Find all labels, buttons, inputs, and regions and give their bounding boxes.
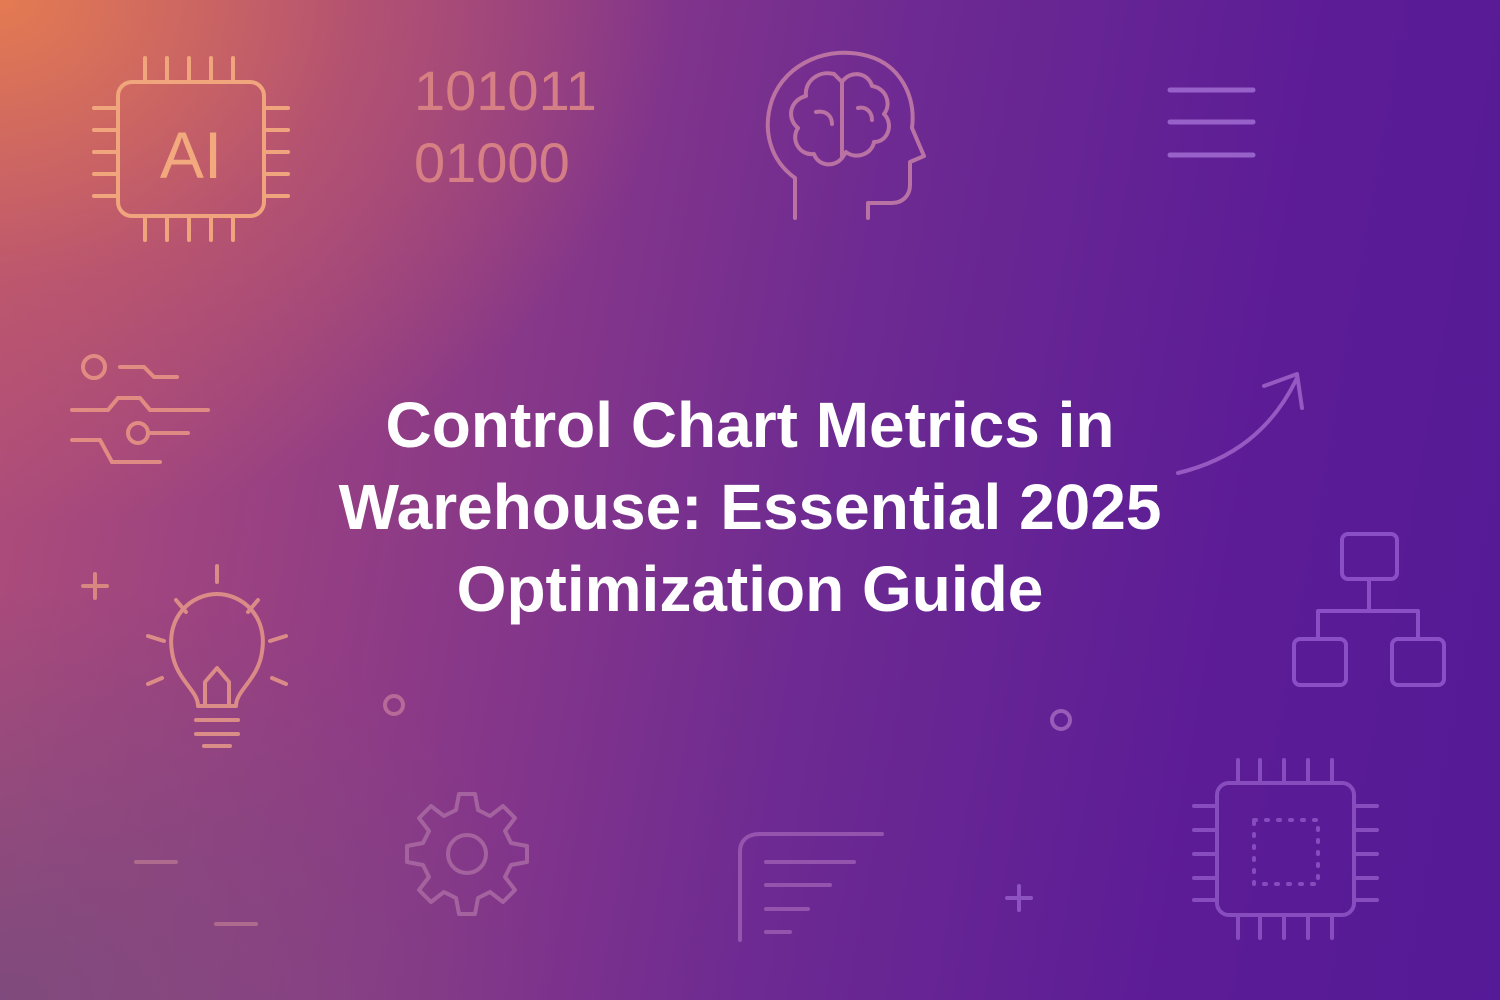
title-line-2: Warehouse: Essential 2025 — [338, 471, 1162, 543]
menu-lines-icon — [1167, 87, 1256, 158]
title-line-3: Optimization Guide — [456, 553, 1044, 625]
gear-icon — [405, 792, 529, 916]
circle-icon — [383, 694, 405, 716]
lightbulb-icon — [146, 564, 288, 748]
sliders-icon — [70, 354, 210, 464]
plus-icon — [81, 572, 109, 600]
binary-code-icon: 101011 01000 — [414, 59, 597, 194]
page-title: Control Chart Metrics in Warehouse: Esse… — [150, 384, 1350, 630]
minus-icon — [134, 860, 258, 926]
circle-icon — [1050, 709, 1072, 731]
processor-chip-icon — [1192, 758, 1379, 940]
brain-head-icon — [765, 50, 926, 220]
ai-chip-icon — [92, 56, 290, 242]
plus-icon — [1005, 884, 1033, 912]
trend-arrow-icon — [1176, 372, 1304, 475]
document-lines-icon — [738, 832, 884, 942]
title-line-1: Control Chart Metrics in — [385, 389, 1115, 461]
binary-line-1: 101011 — [414, 59, 597, 122]
ai-chip-label: AI — [160, 118, 222, 192]
binary-line-2: 01000 — [414, 131, 570, 194]
org-chart-icon — [1292, 532, 1446, 687]
